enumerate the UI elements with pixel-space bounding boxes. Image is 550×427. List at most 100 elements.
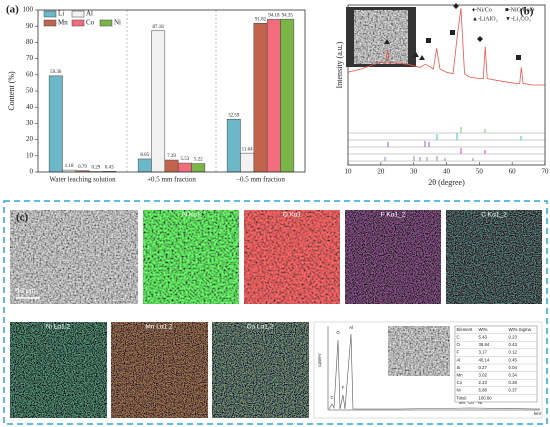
value-label: 94.18	[268, 14, 280, 19]
peak-label: O	[336, 330, 340, 335]
map-label: Co Lα1,2	[247, 324, 274, 331]
table-cell: Element	[457, 327, 474, 332]
bar	[177, 162, 192, 173]
bar	[240, 152, 255, 173]
panel-label: (b)	[520, 6, 534, 18]
y-axis-label: Content (%)	[7, 71, 16, 111]
legend-swatch	[99, 19, 113, 27]
y-tick-label: 90	[26, 22, 34, 30]
panel-label: (a)	[6, 4, 19, 16]
table-cell: 0.37	[509, 388, 518, 393]
table-cell: 40.14	[479, 357, 490, 362]
table-cell: Total:	[457, 395, 467, 400]
table-cell: 0.43	[509, 342, 518, 347]
spectrum-peak-labels: O Al C F Ni Mn Co	[330, 325, 482, 405]
peak-label: Mn	[459, 400, 466, 405]
y-tick-label: 20	[26, 135, 34, 143]
value-label: 5.53	[180, 157, 189, 162]
bar	[191, 163, 206, 173]
table-cell: 0.23	[509, 335, 518, 340]
table-cell: Co	[457, 380, 463, 385]
x-tick-label: 30	[410, 168, 418, 176]
spectrum-y-label: cps/eV	[317, 353, 322, 366]
sem-image	[10, 210, 138, 304]
plot-frame	[37, 9, 306, 173]
eds-sem-inset	[388, 326, 450, 376]
legend-swatch	[71, 10, 85, 18]
x-tick-label: 70	[542, 168, 550, 176]
table-cell: 0.45	[509, 357, 518, 362]
eds-map	[111, 322, 208, 418]
reference-patterns	[348, 127, 545, 162]
x-tick-label: −0.5 mm fraction	[236, 176, 285, 184]
legend-label: ■-NiO/CoO	[505, 7, 535, 13]
value-label: 11.64	[242, 147, 254, 152]
peak-label: Co	[468, 400, 474, 405]
x-axis-label: 2θ (degree)	[428, 178, 465, 187]
peak-label: C	[330, 395, 333, 400]
peak-markers	[384, 3, 521, 60]
table-cell: 39.84	[479, 342, 490, 347]
table-cell: Al	[457, 357, 461, 362]
value-label: 59.36	[50, 70, 62, 75]
panel-c-frame	[3, 200, 548, 425]
bar	[48, 75, 63, 173]
table-cell: 5.43	[479, 335, 488, 340]
bar	[151, 30, 166, 173]
bar	[137, 158, 152, 173]
legend-label: Li	[58, 10, 64, 18]
eds-table: Element Wt% Wt% Sigma C 5.43 0.23 O 39.84 0.43 F 3…	[454, 325, 538, 403]
legend-label: Al	[86, 10, 93, 18]
y-tick-label: 40	[26, 103, 34, 111]
legend-swatch	[71, 19, 85, 27]
x-tick-label: Water leaching solution	[49, 176, 116, 184]
table-cell: 0.27	[479, 365, 488, 370]
legend-label: Mn	[58, 19, 68, 27]
value-label: 91.82	[255, 17, 267, 22]
x-tick-label: +0.5 mm fraction	[147, 176, 196, 184]
table-cell: Wt%	[479, 327, 488, 332]
xrd-line	[347, 8, 545, 86]
value-label: 7.39	[167, 154, 176, 159]
value-label: 0.29	[91, 166, 100, 171]
map-label: C Kα1_2	[481, 212, 507, 219]
map-label: Al Kα1	[181, 212, 201, 219]
peak-label: F	[342, 385, 345, 390]
y-tick-label: 80	[26, 38, 34, 46]
table-cell: Si	[457, 365, 461, 370]
bar	[164, 159, 179, 173]
x-tick-label: 60	[509, 168, 517, 176]
eds-map	[345, 210, 441, 304]
y-tick-label: 100	[23, 6, 34, 14]
bar	[253, 23, 268, 173]
table-cell: 2.23	[479, 380, 488, 385]
eds-map	[446, 210, 542, 304]
legend-label: ▼-Li₂CO₃	[505, 16, 531, 22]
y-tick-label: 70	[26, 54, 34, 62]
value-label: 87.18	[153, 25, 165, 30]
value-label: 94.35	[282, 13, 294, 18]
value-label: 32.59	[228, 113, 240, 118]
table-cell: 3.02	[479, 373, 488, 378]
peak-label: Al	[349, 325, 353, 330]
table-cell: 5.88	[479, 388, 488, 393]
plot-frame	[347, 4, 546, 166]
table-cell: Mn	[457, 373, 464, 378]
table-cell: 0.28	[509, 380, 518, 385]
table-cell: Ni	[457, 388, 461, 393]
x-tick-label: 50	[476, 168, 484, 176]
spectrum-line	[328, 333, 541, 410]
spectrum-axes	[327, 326, 540, 411]
legend-swatch	[43, 10, 57, 18]
map-label: Mn Lα1,2	[145, 324, 173, 331]
y-tick-label: 60	[26, 70, 34, 78]
peak-label: Ni	[478, 400, 482, 405]
eds-map	[244, 210, 340, 304]
y-axis-label: Intensity (a.u.)	[335, 41, 344, 88]
bar	[266, 19, 281, 173]
x-tick-label: 20	[377, 168, 385, 176]
table-cell: 0.12	[509, 350, 518, 355]
value-label: 1.18	[65, 164, 74, 169]
eds-map	[143, 210, 239, 304]
